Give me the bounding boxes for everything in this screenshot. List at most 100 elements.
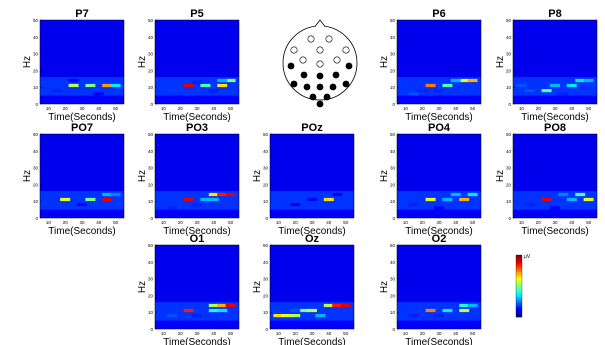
spot-o1-2: [208, 303, 219, 308]
spot-p8-4: [575, 78, 586, 83]
colorbar-cell-32: [516, 303, 522, 305]
x-tick-po8-10: 10: [519, 220, 525, 225]
spot-po7-3: [102, 197, 113, 202]
colorbar-cell-22: [516, 287, 522, 290]
spot-oz-3: [290, 314, 301, 318]
y-tick-o2-20: 20: [390, 293, 396, 298]
x-tick-o2-50: 50: [470, 331, 476, 336]
panel-title-p7: P7: [75, 8, 88, 20]
y-tick-p7-50: 50: [33, 18, 39, 23]
x-tick-po7-40: 40: [96, 220, 102, 225]
electrode-filled-1: [287, 62, 295, 70]
x-tick-p6-40: 40: [453, 106, 459, 111]
x-tick-po3-20: 20: [178, 220, 184, 225]
panel-title-p8: P8: [548, 8, 561, 20]
colorbar-cell-20: [516, 284, 522, 287]
electrode-open-6: [299, 56, 307, 64]
x-tick-oz-30: 30: [309, 331, 315, 336]
y-tick-po3-10: 10: [148, 199, 154, 204]
x-axis-label-oz: Time(Seconds): [278, 337, 345, 345]
colorbar-cell-40: [516, 315, 522, 318]
y-tick-p7-20: 20: [33, 68, 39, 73]
colorbar-cell-7: [516, 264, 522, 267]
x-tick-o1-30: 30: [194, 331, 200, 336]
y-tick-p7-10: 10: [33, 85, 39, 90]
spot-po3-1: [183, 197, 194, 202]
y-tick-oz-10: 10: [263, 310, 269, 315]
spot-po7-1: [60, 197, 71, 202]
x-tick-p5-30: 30: [194, 106, 200, 111]
spot-po4-6: [408, 203, 419, 207]
x-tick-po7-20: 20: [63, 220, 69, 225]
x-tick-p5-20: 20: [178, 106, 184, 111]
spot-po4-1: [425, 197, 436, 202]
y-tick-p6-20: 20: [390, 68, 396, 73]
spot-poz-3: [290, 203, 301, 207]
spot-o1-3: [217, 303, 228, 308]
y-tick-po7-50: 50: [33, 132, 39, 137]
colorbar-cell-39: [516, 313, 522, 316]
x-tick-oz-10: 10: [276, 331, 282, 336]
colorbar-cell-33: [516, 304, 522, 307]
x-tick-p7-20: 20: [63, 106, 69, 111]
panel-title-o1: O1: [190, 233, 205, 245]
x-tick-po4-40: 40: [453, 220, 459, 225]
y-tick-po3-20: 20: [148, 182, 154, 187]
spot-p7-7: [93, 92, 104, 96]
spot-o2-4: [459, 303, 470, 308]
x-tick-po3-40: 40: [211, 220, 217, 225]
y-tick-p6-10: 10: [390, 85, 396, 90]
y-tick-p5-30: 30: [148, 52, 154, 57]
spot-poz-4: [332, 192, 343, 197]
y-tick-oz-0: 0: [265, 327, 268, 332]
y-tick-oz-20: 20: [263, 293, 269, 298]
x-tick-p7-30: 30: [79, 106, 85, 111]
y-tick-p5-0: 0: [150, 102, 153, 107]
panel-title-po3: PO3: [186, 122, 208, 134]
colorbar-cell-34: [516, 306, 522, 308]
spot-p8-2: [550, 83, 560, 88]
panel-title-poz: POz: [301, 122, 323, 134]
x-tick-poz-50: 50: [343, 220, 349, 225]
panel-title-p5: P5: [190, 8, 203, 20]
colorbar-cell-38: [516, 312, 522, 315]
y-tick-po4-50: 50: [390, 132, 396, 137]
x-tick-po4-30: 30: [436, 220, 442, 225]
y-tick-poz-10: 10: [263, 199, 269, 204]
x-axis-label-po8: Time(Seconds): [521, 226, 588, 237]
x-tick-poz-20: 20: [293, 220, 299, 225]
y-tick-o2-30: 30: [390, 277, 396, 282]
colorbar-unit: μV: [524, 254, 531, 260]
electrode-filled-6: [290, 80, 298, 88]
spot-p7-3: [102, 83, 113, 88]
spot-po8-6: [524, 203, 535, 207]
spot-p6-5: [450, 78, 461, 83]
colorbar-cell-18: [516, 281, 522, 284]
y-tick-o1-0: 0: [150, 327, 153, 332]
spot-po8-5: [558, 192, 569, 197]
electrode-open-1: [307, 35, 315, 43]
y-tick-po7-0: 0: [35, 216, 38, 221]
x-axis-label-po7: Time(Seconds): [48, 226, 115, 237]
y-tick-p6-0: 0: [392, 102, 395, 107]
colorbar-cell-29: [516, 298, 522, 301]
y-tick-o1-40: 40: [148, 260, 154, 265]
spot-po8-1: [541, 197, 552, 202]
y-tick-p8-40: 40: [506, 35, 512, 40]
spot-po8-3: [575, 192, 586, 197]
y-tick-po7-20: 20: [33, 182, 39, 187]
colorbar-cell-11: [516, 270, 522, 273]
spot-p8-7: [524, 89, 535, 93]
y-tick-po4-20: 20: [390, 182, 396, 187]
x-tick-po4-50: 50: [470, 220, 476, 225]
electrode-filled-2: [345, 62, 353, 70]
electrode-filled-7: [342, 80, 350, 88]
y-tick-oz-40: 40: [263, 260, 269, 265]
x-tick-p7-10: 10: [46, 106, 52, 111]
y-tick-p6-30: 30: [390, 52, 396, 57]
y-tick-po8-40: 40: [506, 149, 512, 154]
spot-po3-2: [208, 192, 219, 197]
colorbar-cell-23: [516, 289, 522, 291]
x-tick-po3-10: 10: [161, 220, 167, 225]
